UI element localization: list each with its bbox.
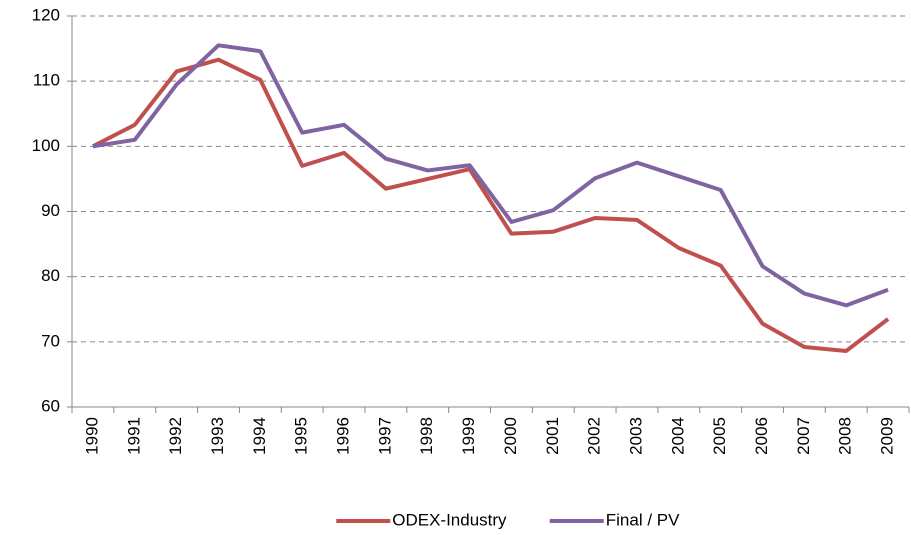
y-tick-label: 100 [32, 136, 60, 155]
x-tick-label: 2003 [626, 417, 645, 455]
x-tick-label: 1996 [334, 417, 353, 455]
x-tick-label: 2001 [543, 417, 562, 455]
x-tick-label: 2006 [752, 417, 771, 455]
legend-label: ODEX-Industry [392, 510, 507, 529]
y-tick-label: 70 [41, 331, 60, 350]
x-tick-label: 1995 [292, 417, 311, 455]
y-tick-label: 80 [41, 266, 60, 285]
x-tick-label: 1991 [124, 417, 143, 455]
x-tick-label: 2004 [668, 417, 687, 455]
x-tick-label: 2000 [501, 417, 520, 455]
x-tick-label: 1992 [166, 417, 185, 455]
x-tick-label: 1993 [208, 417, 227, 455]
x-tick-label: 2005 [710, 417, 729, 455]
x-tick-label: 2007 [794, 417, 813, 455]
y-tick-label: 110 [33, 71, 60, 90]
x-tick-label: 1998 [417, 417, 436, 455]
x-tick-label: 1990 [82, 417, 101, 455]
y-tick-label: 120 [32, 5, 60, 24]
x-tick-label: 1997 [375, 417, 394, 455]
series-line [92, 43, 889, 308]
x-tick-label: 2002 [585, 417, 604, 455]
x-tick-label: 2009 [878, 417, 897, 455]
series-line [92, 57, 890, 353]
y-tick-label: 90 [41, 201, 60, 220]
legend-label: Final / PV [606, 510, 680, 529]
x-tick-label: 2008 [836, 417, 855, 455]
y-tick-label: 60 [41, 396, 60, 415]
x-tick-label: 1999 [459, 417, 478, 455]
x-tick-label: 1994 [250, 417, 269, 455]
